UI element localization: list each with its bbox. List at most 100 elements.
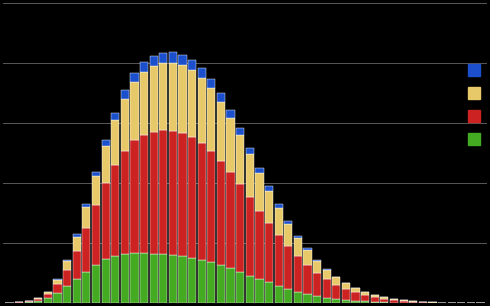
Bar [63, 286, 71, 303]
Bar [303, 248, 312, 250]
Bar [92, 265, 100, 303]
Bar [188, 137, 196, 258]
Bar [121, 151, 129, 254]
Bar [370, 295, 379, 297]
Bar [149, 132, 158, 254]
Bar [361, 301, 369, 303]
Bar [197, 260, 206, 303]
Bar [149, 254, 158, 303]
Bar [274, 235, 283, 286]
Bar [207, 88, 216, 151]
Bar [188, 60, 196, 70]
Bar [188, 70, 196, 137]
Bar [197, 78, 206, 144]
Bar [226, 110, 235, 118]
Bar [140, 72, 148, 135]
Bar [111, 120, 120, 165]
Bar [419, 302, 427, 303]
Bar [217, 265, 225, 303]
Bar [390, 300, 398, 303]
Bar [169, 255, 177, 303]
Bar [111, 113, 120, 120]
Bar [265, 282, 273, 303]
Bar [409, 301, 417, 302]
Bar [284, 221, 293, 224]
Bar [265, 191, 273, 223]
Bar [303, 265, 312, 294]
Bar [140, 135, 148, 253]
Bar [149, 56, 158, 66]
Bar [44, 294, 52, 297]
Bar [361, 295, 369, 301]
Bar [197, 68, 206, 78]
Bar [53, 284, 62, 293]
Bar [188, 258, 196, 303]
Bar [294, 238, 302, 256]
Bar [265, 223, 273, 282]
Bar [380, 297, 389, 299]
Bar [380, 302, 389, 303]
Bar [53, 293, 62, 303]
Bar [342, 289, 350, 300]
Bar [380, 299, 389, 302]
Bar [73, 237, 81, 251]
Bar [101, 183, 110, 259]
Bar [101, 140, 110, 146]
Bar [217, 102, 225, 161]
Bar [101, 146, 110, 183]
Bar [294, 292, 302, 303]
Bar [342, 283, 350, 289]
Bar [44, 297, 52, 303]
Bar [207, 151, 216, 262]
Legend: , , , : , , , [468, 64, 480, 147]
Bar [236, 135, 245, 184]
Bar [284, 246, 293, 289]
Bar [159, 254, 168, 303]
Bar [34, 299, 43, 300]
Bar [370, 297, 379, 302]
Bar [169, 63, 177, 131]
Bar [207, 79, 216, 88]
Bar [111, 165, 120, 256]
Bar [149, 66, 158, 132]
Bar [111, 256, 120, 303]
Bar [351, 292, 360, 301]
Bar [130, 140, 139, 253]
Bar [169, 131, 177, 255]
Bar [255, 279, 264, 303]
Bar [236, 128, 245, 135]
Bar [390, 299, 398, 300]
Bar [274, 286, 283, 303]
Bar [255, 167, 264, 173]
Bar [322, 270, 331, 279]
Bar [245, 154, 254, 197]
Bar [313, 259, 321, 261]
Bar [73, 234, 81, 237]
Bar [399, 300, 408, 301]
Bar [178, 256, 187, 303]
Bar [255, 173, 264, 211]
Bar [121, 90, 129, 99]
Bar [217, 93, 225, 102]
Bar [236, 272, 245, 303]
Bar [332, 285, 341, 299]
Bar [53, 280, 62, 284]
Bar [24, 301, 33, 302]
Bar [92, 177, 100, 205]
Bar [322, 297, 331, 303]
Bar [284, 224, 293, 246]
Bar [92, 172, 100, 177]
Bar [217, 161, 225, 265]
Bar [73, 251, 81, 279]
Bar [284, 289, 293, 303]
Bar [34, 298, 43, 299]
Bar [34, 300, 43, 303]
Bar [294, 256, 302, 292]
Bar [313, 273, 321, 296]
Bar [82, 204, 91, 207]
Bar [303, 250, 312, 265]
Bar [409, 302, 417, 303]
Bar [82, 207, 91, 228]
Bar [265, 186, 273, 191]
Bar [332, 277, 341, 285]
